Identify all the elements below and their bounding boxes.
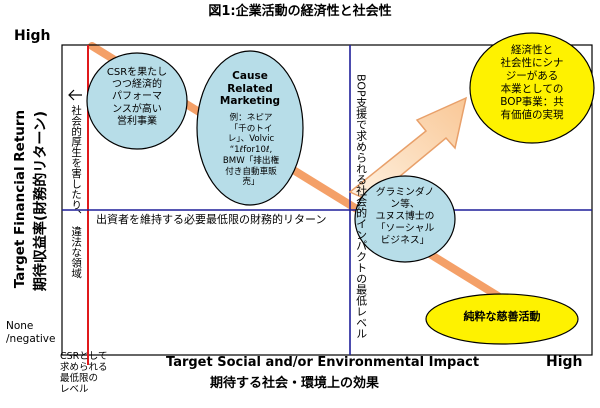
investor-min-label: 出資者を維持する必要最低限の財務的リターン: [96, 213, 327, 226]
synergy-ellipse-text: 経済性と 社会性にシナ ジーがある 本業としての BOP事業：共 有価値の実現: [500, 44, 564, 122]
crm-ellipse: [196, 50, 304, 206]
y-axis-low: None /negative: [6, 320, 56, 345]
x-axis-label-en: Target Social and/or Environmental Impac…: [166, 355, 480, 370]
plot-frame: [61, 44, 593, 356]
synergy-ellipse: [469, 32, 595, 144]
harm-label: 社会的厚生を害したり、: [70, 105, 83, 221]
grameen-ellipse-text: グラミンダノ ン等、 ユヌス博士の 「ソーシャル ビジネス」: [375, 187, 435, 246]
csr-ellipse: [86, 52, 188, 150]
crm-body: 例：ネピア 「千のトイ レ」、Volvic “1ℓfor10ℓ, BMW「排出権…: [222, 113, 280, 188]
diagram-title: 図1:企業活動の経済性と社会性: [208, 4, 392, 19]
csr-ellipse-text: CSRを果たし つつ経済的 パフォーマ ンスが高い 営利事業: [106, 67, 168, 127]
left-arrow-icon: [68, 89, 82, 101]
crm-title: Cause Related Marketing: [219, 70, 281, 108]
charity-ellipse-text: 純粋な慈善活動: [463, 310, 541, 323]
csr-min-label: CSRとして 求められる 最低限の レベル: [60, 351, 108, 395]
illegal-label: 違法な領域: [70, 226, 83, 279]
bop-label: BOP支援で求められる社会的インパクトの最低レベル: [354, 74, 368, 339]
grameen-ellipse: [354, 175, 456, 263]
y-axis-high: High: [14, 28, 51, 44]
x-axis-high: High: [546, 354, 583, 370]
x-axis-label-jp: 期待する社会・環境上の効果: [210, 376, 380, 391]
y-axis-label-jp: 期待収益率(財務的リターン): [33, 110, 49, 292]
charity-ellipse: [425, 293, 579, 345]
y-axis-label-en: Target Financial Return: [12, 109, 28, 289]
